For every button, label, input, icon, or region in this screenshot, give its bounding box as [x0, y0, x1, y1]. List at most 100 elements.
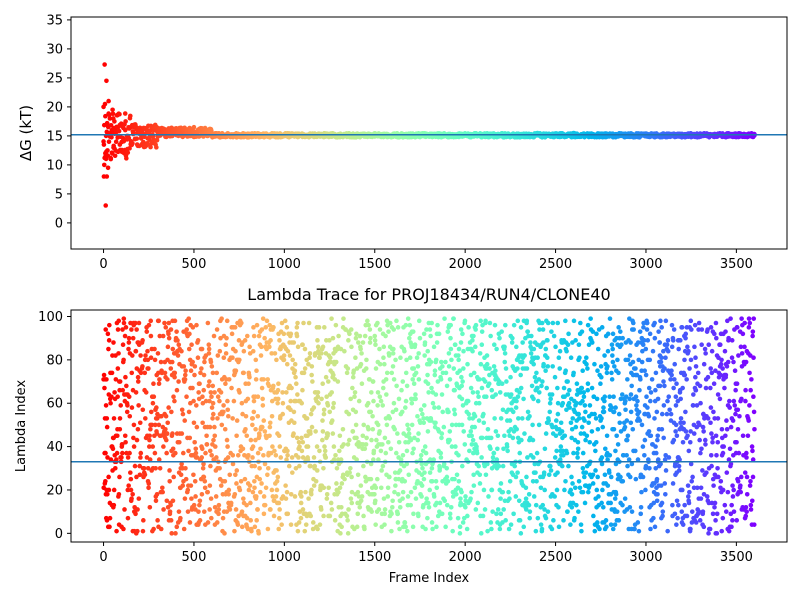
lambda-point	[746, 418, 751, 423]
lambda-point	[193, 446, 199, 452]
lambda-point	[188, 400, 193, 406]
lambda-point	[342, 476, 347, 482]
lambda-point	[685, 433, 690, 439]
lambda-point	[691, 485, 697, 491]
lambda-point	[155, 518, 160, 523]
lambda-point	[374, 476, 380, 482]
lambda-point	[439, 431, 445, 436]
y-tick-label: 80	[46, 353, 63, 368]
lambda-point	[544, 385, 550, 391]
lambda-point	[534, 370, 539, 376]
lambda-point	[695, 485, 700, 491]
lambda-point	[274, 487, 280, 493]
lambda-point	[404, 383, 410, 389]
delta-g-point	[117, 111, 122, 117]
lambda-point	[525, 409, 531, 415]
lambda-point	[557, 457, 563, 462]
lambda-point	[361, 463, 366, 469]
lambda-point	[669, 368, 674, 374]
lambda-point	[146, 485, 151, 491]
lambda-point	[426, 505, 432, 510]
lambda-point	[605, 483, 611, 488]
lambda-point	[545, 320, 551, 326]
lambda-point	[734, 439, 739, 445]
lambda-point	[728, 424, 734, 430]
lambda-point	[344, 513, 350, 519]
lambda-point	[429, 320, 435, 326]
delta-g-point	[123, 119, 128, 124]
lambda-point	[229, 385, 234, 391]
lambda-point	[658, 483, 664, 488]
lambda-point	[105, 455, 110, 460]
lambda-point	[404, 461, 410, 467]
lambda-point	[657, 340, 663, 345]
lambda-point	[599, 500, 604, 506]
lambda-point	[743, 359, 749, 365]
lambda-point	[261, 418, 267, 423]
lambda-point	[550, 424, 555, 430]
lambda-point	[152, 422, 158, 428]
lambda-point	[123, 439, 128, 445]
lambda-point	[644, 320, 650, 326]
lambda-point	[126, 335, 132, 341]
lambda-point	[216, 507, 222, 512]
lambda-point	[433, 420, 438, 426]
lambda-point	[133, 511, 138, 517]
lambda-point	[182, 372, 188, 378]
lambda-point	[217, 398, 222, 404]
lambda-point	[446, 351, 452, 356]
lambda-point	[506, 526, 512, 532]
lambda-point	[734, 325, 740, 330]
lambda-point	[124, 409, 130, 415]
lambda-point	[471, 483, 477, 488]
lambda-point	[461, 366, 466, 371]
lambda-point	[366, 322, 371, 328]
lambda-point	[312, 463, 318, 469]
lambda-point	[222, 426, 228, 432]
lambda-point	[477, 472, 483, 478]
lambda-point	[212, 444, 218, 449]
lambda-point	[472, 344, 478, 350]
lambda-point	[395, 491, 401, 497]
lambda-point	[154, 405, 159, 410]
lambda-point	[388, 446, 394, 452]
lambda-point	[199, 446, 205, 452]
lambda-point	[136, 403, 141, 408]
lambda-point	[486, 381, 492, 387]
lambda-point	[284, 325, 290, 330]
lambda-point	[234, 481, 239, 486]
lambda-point	[372, 338, 378, 343]
lambda-point	[670, 502, 675, 508]
lambda-point	[684, 377, 689, 382]
lambda-point	[315, 394, 321, 400]
lambda-point	[424, 327, 429, 332]
lambda-point	[724, 470, 730, 475]
lambda-point	[448, 515, 453, 521]
lambda-point	[178, 472, 184, 478]
lambda-point	[744, 455, 749, 460]
lambda-point	[144, 329, 150, 334]
lambda-point	[199, 346, 205, 352]
lambda-point	[264, 318, 270, 324]
lambda-point	[625, 357, 631, 363]
lambda-point	[294, 435, 300, 441]
lambda-point	[549, 526, 555, 532]
lambda-point	[676, 463, 682, 469]
lambda-point	[552, 455, 558, 460]
lambda-point	[552, 494, 557, 499]
lambda-point	[443, 524, 448, 530]
lambda-point	[748, 507, 754, 512]
lambda-point	[737, 413, 742, 419]
lambda-point	[482, 507, 488, 512]
lambda-point	[521, 524, 527, 530]
lambda-point	[542, 487, 548, 493]
lambda-point	[653, 444, 658, 449]
lambda-point	[609, 370, 614, 376]
delta-g-y-axis-label: ΔG (kT)	[17, 105, 35, 161]
lambda-point	[248, 437, 254, 443]
lambda-point	[433, 357, 439, 363]
lambda-point	[470, 390, 476, 395]
lambda-point	[565, 392, 571, 397]
lambda-point	[625, 463, 630, 469]
